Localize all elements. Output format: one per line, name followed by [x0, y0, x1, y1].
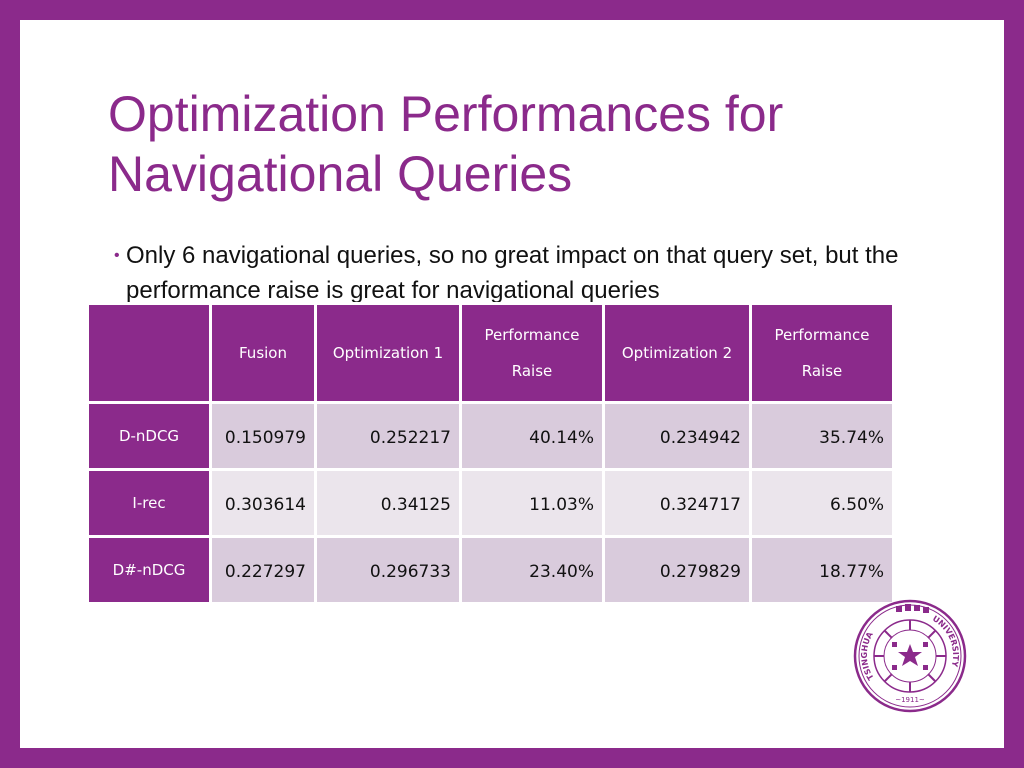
bullet-point: • Only 6 navigational queries, so no gre… — [114, 238, 924, 308]
slide-title: Optimization Performances for Navigation… — [108, 84, 968, 204]
table-cell: 18.77% — [749, 535, 895, 605]
row-label: I-rec — [86, 468, 212, 538]
table-row: I-rec 0.303614 0.34125 11.03% 0.324717 6… — [86, 468, 895, 538]
bullet-text: Only 6 navigational queries, so no great… — [126, 242, 899, 304]
header-performance-raise-1: Performance Raise — [459, 302, 605, 404]
bullet-icon: • — [114, 247, 120, 264]
table-cell: 0.324717 — [602, 468, 752, 538]
table-cell: 0.296733 — [314, 535, 462, 605]
table-header-row: Fusion Optimization 1 Performance Raise … — [86, 302, 895, 404]
header-optimization-1: Optimization 1 — [314, 302, 462, 404]
table-cell: 40.14% — [459, 401, 605, 471]
table-cell: 0.252217 — [314, 401, 462, 471]
table-cell: 6.50% — [749, 468, 895, 538]
table-cell: 0.227297 — [209, 535, 317, 605]
table-cell: 0.303614 — [209, 468, 317, 538]
table-cell: 23.40% — [459, 535, 605, 605]
table-row: D#-nDCG 0.227297 0.296733 23.40% 0.27982… — [86, 535, 895, 605]
row-label: D-nDCG — [86, 401, 212, 471]
tsinghua-seal-logo: TSINGHUA UNIVERSITY ~1911~ — [853, 599, 967, 713]
header-performance-raise-2: Performance Raise — [749, 302, 895, 404]
table-cell: 0.150979 — [209, 401, 317, 471]
table-cell: 35.74% — [749, 401, 895, 471]
header-optimization-2: Optimization 2 — [602, 302, 752, 404]
header-fusion: Fusion — [209, 302, 317, 404]
svg-text:~1911~: ~1911~ — [895, 696, 925, 704]
table-row: D-nDCG 0.150979 0.252217 40.14% 0.234942… — [86, 401, 895, 471]
table-cell: 11.03% — [459, 468, 605, 538]
title-line-1: Optimization Performances for — [108, 86, 784, 142]
row-label: D#-nDCG — [86, 535, 212, 605]
table-cell: 0.279829 — [602, 535, 752, 605]
table-cell: 0.234942 — [602, 401, 752, 471]
results-table: Fusion Optimization 1 Performance Raise … — [86, 302, 895, 605]
title-line-2: Navigational Queries — [108, 146, 573, 202]
header-empty — [86, 302, 212, 404]
table-cell: 0.34125 — [314, 468, 462, 538]
